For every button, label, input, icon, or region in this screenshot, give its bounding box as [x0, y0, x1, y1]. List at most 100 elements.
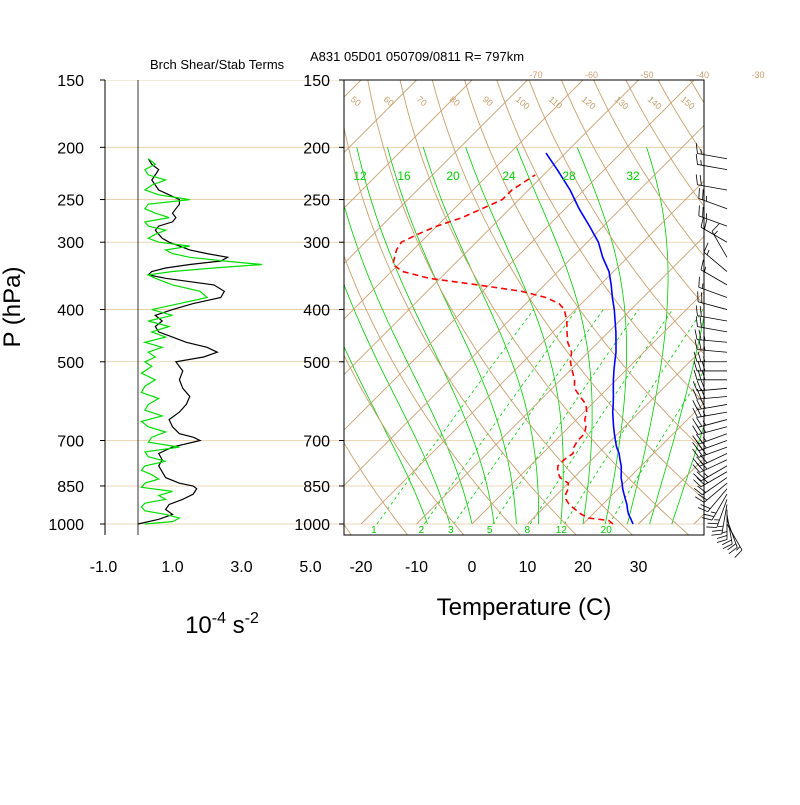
sat-adiabat-label-5: 32	[626, 169, 640, 183]
wind-barb-staff	[727, 514, 732, 544]
sat-adiabat-label-2: 20	[446, 169, 460, 183]
wind-barb-620	[693, 407, 727, 417]
wind-barb-280	[699, 205, 727, 226]
wind-barb-feather	[712, 224, 719, 232]
wind-barb-520	[694, 361, 727, 371]
wind-barb-feather	[700, 306, 701, 316]
left-pressure-label-400: 400	[57, 303, 84, 320]
wind-barb-340	[704, 243, 727, 272]
sat-adiabat-0	[330, 147, 472, 524]
wind-barb-staff	[697, 154, 727, 159]
isotherm--30	[306, 80, 750, 524]
shear-series-green	[141, 159, 262, 524]
wind-barb-staff	[699, 216, 727, 226]
wind-barb-feather	[693, 408, 698, 417]
left-panel-title: Brch Shear/Stab Terms	[150, 57, 285, 72]
right-pressure-label-700: 700	[303, 434, 330, 451]
theta-label-5: 100	[514, 94, 532, 111]
theta-label-7: 120	[580, 94, 598, 111]
wind-barb-staff	[697, 327, 727, 332]
theta-label-10: 150	[679, 94, 697, 111]
isotherm--50	[195, 80, 639, 524]
mixing-ratio-label-6: 20	[601, 525, 613, 536]
wind-barb-860	[698, 489, 727, 512]
wind-barb-feather	[693, 400, 698, 409]
wind-barb-staff	[698, 302, 727, 310]
wind-barb-staff	[697, 412, 727, 417]
wind-barb-600	[693, 399, 727, 410]
right-pressure-label-200: 200	[303, 140, 330, 157]
theta-label-8: 130	[613, 94, 631, 111]
left-x-tick-1: 1.0	[161, 559, 183, 576]
wind-barb-half-feather	[711, 512, 716, 513]
left-x-axis-unit-label: 10-4 s-2	[185, 610, 259, 639]
isotherm--130	[0, 80, 195, 524]
left-pressure-label-700: 700	[57, 434, 84, 451]
right-pressure-label-400: 400	[303, 303, 330, 320]
sat-adiabat-label-3: 24	[502, 169, 516, 183]
dry-adiabat-380	[618, 64, 800, 536]
wind-barb-feather	[698, 508, 708, 512]
sat-adiabat-12	[423, 147, 538, 524]
wind-barb-half-feather	[704, 473, 708, 477]
dry-adiabat-310	[397, 64, 690, 536]
left-pressure-label-500: 500	[57, 355, 84, 372]
mixing-ratio-label-3: 5	[487, 525, 493, 536]
wind-barb-feather	[703, 207, 704, 217]
mixing-ratio-label-4: 8	[525, 525, 531, 536]
wind-barb-half-feather	[722, 532, 727, 534]
dry-adiabat-390	[650, 64, 800, 536]
wind-barb-profile	[693, 143, 742, 557]
wind-barb-feather	[701, 399, 706, 408]
wind-barb-feather	[701, 381, 705, 391]
dry-adiabat-420	[745, 64, 800, 536]
wind-barb-feather	[699, 205, 700, 215]
wind-barb-feather	[706, 527, 716, 528]
wind-barb-feather	[697, 381, 701, 391]
wind-barb-staff	[704, 252, 727, 271]
isotherm-label-2: -50	[641, 70, 654, 80]
wind-barb-feather	[699, 277, 700, 287]
right-pressure-label-500: 500	[303, 355, 330, 372]
theta-label-3: 80	[448, 94, 462, 108]
shear-series-black	[138, 159, 228, 524]
wind-barb-feather	[701, 260, 703, 270]
wind-barb-half-feather	[704, 479, 708, 483]
temp-tick--10: -10	[405, 559, 428, 576]
right-pressure-label-150: 150	[303, 73, 330, 90]
wind-barb-560	[693, 381, 727, 391]
wind-barb-feather	[694, 361, 697, 371]
left-pressure-label-250: 250	[57, 193, 84, 210]
wind-barb-feather	[703, 189, 704, 199]
wind-barb-240	[696, 174, 727, 190]
temp-tick-10: 10	[519, 559, 537, 576]
mixing-ratio-1	[377, 310, 534, 524]
temp-tick-20: 20	[574, 559, 592, 576]
theta-label-1: 60	[382, 94, 396, 108]
wind-barb-feather	[699, 188, 700, 198]
dry-adiabat-250	[206, 64, 351, 536]
wind-barb-feather	[696, 154, 697, 164]
dry-adiabat-430	[776, 64, 800, 536]
wind-barb-staff	[697, 164, 727, 169]
left-pressure-label-300: 300	[57, 235, 84, 252]
wind-barb-feather	[700, 317, 701, 327]
wind-barb-half-feather	[707, 250, 709, 255]
sat-adiabat-8	[388, 147, 517, 524]
wind-barb-feather	[717, 536, 727, 539]
dry-adiabat-260	[239, 64, 408, 536]
wind-barb-half-feather	[701, 149, 702, 154]
station-info-title: A831 05D01 050709/0811 R= 797km	[310, 49, 524, 64]
wind-barb-feather	[693, 418, 698, 427]
dry-adiabat-360	[555, 64, 800, 536]
sat-adiabat-label-0: 12	[353, 169, 367, 183]
wind-barb-staff	[701, 270, 727, 285]
isotherm--20	[361, 80, 800, 524]
dry-adiabat-270	[270, 64, 464, 536]
sat-adiabat-28	[627, 147, 668, 524]
right-pressure-label-300: 300	[303, 235, 330, 252]
wind-barb-feather	[696, 316, 697, 326]
